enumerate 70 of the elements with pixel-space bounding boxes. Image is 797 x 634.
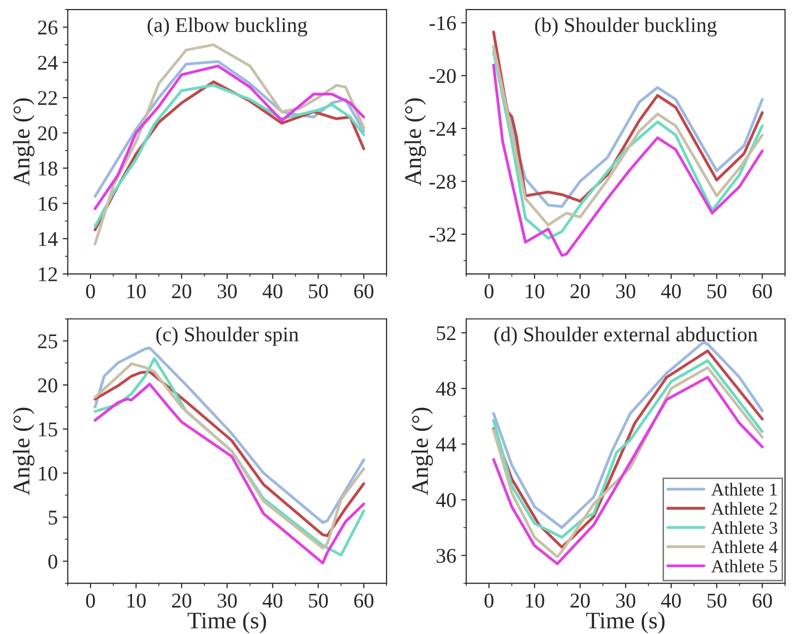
y-tick-label: 20 bbox=[38, 126, 58, 140]
x-tick-label: 40 bbox=[661, 594, 681, 608]
legend-label: Athlete 2 bbox=[711, 502, 777, 515]
chart-title: (a) Elbow buckling bbox=[148, 17, 308, 36]
x-tick-label: 30 bbox=[218, 594, 237, 608]
x-tick-label: 30 bbox=[218, 284, 237, 298]
x-tick-label: 50 bbox=[309, 284, 328, 298]
y-tick-label: 48 bbox=[436, 382, 456, 396]
y-tick-label: 20 bbox=[38, 378, 58, 392]
x-tick-label: 60 bbox=[752, 594, 772, 608]
x-tick-label: 60 bbox=[354, 594, 374, 608]
legend-label: Athlete 4 bbox=[711, 540, 778, 554]
x-tick-label: 10 bbox=[526, 594, 544, 608]
x-tick-label: 10 bbox=[127, 594, 146, 608]
x-tick-label: 50 bbox=[309, 594, 328, 608]
y-tick-label: -16 bbox=[430, 16, 456, 30]
y-axis-title: Angle (°) bbox=[404, 98, 426, 186]
legend-label: Athlete 1 bbox=[711, 482, 777, 496]
y-tick-label: 26 bbox=[38, 20, 58, 35]
x-tick-label: 60 bbox=[354, 284, 374, 298]
chart-title: (d) Shoulder external abduction bbox=[494, 326, 758, 346]
x-tick-label: 20 bbox=[570, 284, 590, 298]
x-tick-label: 0 bbox=[86, 284, 95, 298]
y-tick-label: -20 bbox=[430, 68, 456, 84]
y-tick-label: -24 bbox=[430, 122, 456, 136]
y-axis-title: Angle (°) bbox=[12, 408, 34, 496]
y-tick-label: 24 bbox=[38, 56, 58, 70]
x-tick-label: 20 bbox=[172, 594, 192, 608]
chart-title: (c) Shoulder spin bbox=[156, 326, 299, 346]
x-tick-label: 10 bbox=[127, 284, 146, 298]
y-axis-title: Angle (°) bbox=[12, 98, 34, 186]
y-tick-label: 22 bbox=[38, 91, 57, 105]
x-tick-label: 20 bbox=[172, 284, 192, 298]
x-tick-label: 30 bbox=[616, 594, 636, 608]
y-tick-label: -28 bbox=[430, 174, 456, 189]
y-tick-label: 25 bbox=[38, 334, 58, 348]
y-tick-label: 12 bbox=[39, 267, 57, 282]
y-tick-label: -32 bbox=[430, 228, 456, 242]
x-tick-label: 60 bbox=[752, 284, 772, 298]
y-tick-label: 5 bbox=[48, 510, 58, 525]
x-tick-label: 40 bbox=[262, 284, 282, 298]
y-axis-title: Angle (°) bbox=[411, 408, 433, 496]
y-tick-label: 40 bbox=[436, 493, 456, 508]
x-tick-label: 0 bbox=[484, 594, 494, 608]
y-tick-label: 16 bbox=[39, 196, 58, 211]
chart-title: (b) Shoulder buckling bbox=[535, 17, 717, 36]
x-tick-label: 0 bbox=[484, 284, 494, 298]
y-tick-label: 15 bbox=[39, 422, 58, 436]
y-tick-label: 10 bbox=[39, 466, 58, 481]
legend-label: Athlete 5 bbox=[711, 560, 778, 572]
x-axis-title: Time (s) bbox=[188, 612, 266, 634]
y-tick-label: 18 bbox=[39, 162, 58, 176]
legend-label: Athlete 3 bbox=[711, 521, 778, 534]
line-series bbox=[94, 346, 366, 524]
x-tick-label: 10 bbox=[526, 284, 544, 298]
y-tick-label: 52 bbox=[436, 326, 456, 340]
x-tick-label: 40 bbox=[262, 594, 282, 608]
x-tick-label: 20 bbox=[570, 594, 590, 608]
x-tick-label: 50 bbox=[708, 594, 726, 608]
y-tick-label: 0 bbox=[48, 554, 58, 569]
y-tick-label: 44 bbox=[436, 438, 456, 452]
line-series bbox=[94, 382, 366, 564]
line-series bbox=[94, 43, 366, 246]
x-tick-label: 40 bbox=[661, 284, 681, 298]
y-tick-label: 36 bbox=[436, 548, 456, 563]
x-tick-label: 0 bbox=[86, 594, 95, 608]
x-axis-title: Time (s) bbox=[586, 612, 665, 634]
x-tick-label: 30 bbox=[616, 284, 636, 298]
x-tick-label: 50 bbox=[708, 284, 726, 298]
y-tick-label: 14 bbox=[39, 232, 58, 246]
